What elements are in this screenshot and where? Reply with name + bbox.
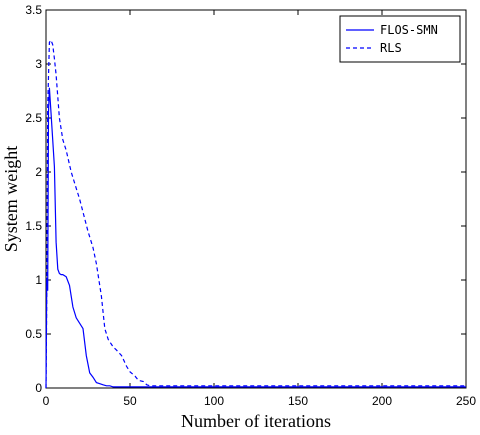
x-tick-label: 150: [288, 394, 308, 408]
y-tick-label: 3: [35, 57, 42, 71]
plot-frame: [45, 9, 467, 389]
x-axis-ticks: 0 50 100 150 200 250: [43, 10, 476, 408]
y-tick-label: 2.5: [25, 111, 42, 125]
series-line-flos-smn: [45, 87, 466, 389]
legend-label-flos-smn: FLOS-SMN: [380, 23, 438, 37]
legend-box: [339, 15, 461, 63]
y-tick-label: 0: [35, 381, 42, 395]
legend-label-rls: RLS: [380, 41, 402, 55]
x-tick-label: 100: [204, 394, 224, 408]
x-axis-title: Number of iterations: [181, 411, 331, 431]
y-tick-label: 1: [35, 273, 42, 287]
x-tick-label: 50: [123, 394, 137, 408]
x-tick-label: 200: [372, 394, 392, 408]
x-tick-label: 0: [43, 394, 50, 408]
y-tick-label: 3.5: [25, 3, 42, 17]
y-tick-label: 0.5: [25, 327, 42, 341]
y-tick-label: 1.5: [25, 219, 42, 233]
y-tick-label: 2: [35, 165, 42, 179]
x-tick-label: 250: [456, 394, 476, 408]
y-axis-title: System weight: [1, 146, 21, 253]
series-layer: [45, 38, 466, 389]
y-axis-ticks: 0 0.5 1 1.5 2 2.5 3 3.5: [25, 3, 466, 395]
legend: FLOS-SMN RLS: [339, 15, 461, 63]
series-line-rls: [45, 38, 466, 389]
